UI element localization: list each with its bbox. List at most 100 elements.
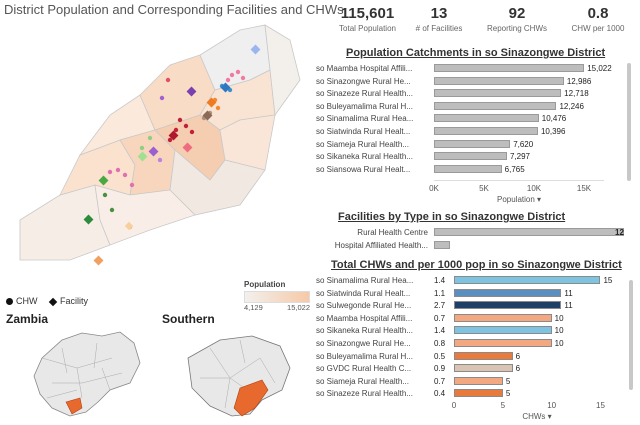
facility-bar[interactable]	[434, 228, 624, 236]
bar-label: so Siameja Rural Health...	[316, 376, 409, 386]
catchment-region[interactable]	[219, 114, 276, 171]
kpi-label: # of Facilities	[415, 24, 463, 33]
population-bar[interactable]	[434, 152, 507, 161]
bar-row[interactable]: so Maamba Hospital Affili... 15,022	[316, 63, 622, 74]
x-tick-label: 10K	[526, 184, 542, 194]
chw-point[interactable]	[215, 105, 221, 111]
chw-point[interactable]	[115, 167, 121, 173]
bar-row[interactable]: so Siatwinda Rural Healt... 1.1 11	[316, 288, 622, 299]
chw-point[interactable]	[229, 72, 235, 78]
population-scrollbar[interactable]	[627, 63, 631, 181]
catchment-region[interactable]	[264, 24, 301, 117]
chw-point[interactable]	[102, 192, 108, 198]
facility-marker[interactable]	[182, 142, 193, 153]
chw-bar[interactable]	[454, 276, 601, 284]
bar-row[interactable]: so Buleyamalima Rural H... 12,246	[316, 101, 622, 112]
zambia-mini-map[interactable]	[22, 328, 152, 420]
highlighted-district[interactable]	[233, 379, 269, 417]
chw-point[interactable]	[107, 169, 113, 175]
bar-row[interactable]: so Sinamalima Rural Hea... 1.4 15	[316, 275, 622, 286]
bar-row[interactable]: so Sinazeze Rural Health... 12,718	[316, 88, 622, 99]
legend-facility[interactable]: Facility	[48, 296, 88, 306]
chw-bar[interactable]	[454, 339, 552, 347]
bar-row[interactable]: so Sinazongwe Rural He... 0.8 10	[316, 338, 622, 349]
chw-bar[interactable]	[454, 288, 562, 297]
chw-point[interactable]	[177, 117, 183, 123]
facility-marker[interactable]	[98, 175, 109, 186]
kpi-label: Reporting CHWs	[486, 24, 547, 33]
chw-point[interactable]	[109, 207, 115, 213]
population-chart[interactable]: so Maamba Hospital Affili... 15,022 so Sin…	[316, 63, 622, 204]
x-axis-title: CHWs ▾	[522, 412, 552, 421]
chw-point[interactable]	[189, 129, 195, 135]
bar-row[interactable]: so Sinazongwe Rural He... 12,986	[316, 76, 622, 87]
bar-row[interactable]: so Buleyamalima Rural H... 0.5 6	[316, 351, 622, 362]
bar-label: Hospital Affiliated Health...	[334, 241, 428, 250]
population-bar[interactable]	[434, 127, 538, 135]
bar-row[interactable]: so Sulwegonde Rural He... 2.7 11	[316, 300, 622, 311]
chw-bar[interactable]	[454, 364, 513, 373]
chw-point[interactable]	[147, 135, 153, 141]
chw-point[interactable]	[157, 157, 163, 163]
chw-point[interactable]	[129, 182, 135, 188]
facility-marker[interactable]	[220, 82, 231, 93]
bar-row[interactable]: so Siameja Rural Health... 0.7 5	[316, 376, 622, 387]
highlighted-province[interactable]	[65, 397, 83, 415]
chw-bar[interactable]	[454, 389, 503, 398]
population-bar[interactable]	[434, 164, 502, 173]
bar-row[interactable]: so Sinazeze Rural Health... 0.4 5	[316, 388, 622, 399]
population-bar[interactable]	[434, 64, 585, 72]
facility-marker[interactable]	[83, 214, 94, 225]
chw-point[interactable]	[167, 137, 173, 143]
facility-marker[interactable]	[148, 146, 159, 157]
bar-row[interactable]: so Maamba Hospital Affili... 0.7 10	[316, 313, 622, 324]
population-bar[interactable]	[434, 139, 511, 148]
bar-row[interactable]: so Sinamalima Rural Hea... 10,476	[316, 113, 622, 124]
chw-point[interactable]	[240, 75, 246, 81]
bar-value: 12,718	[564, 89, 589, 99]
facility-chart[interactable]: Rural Health Centre 12 Hospital Affiliated…	[316, 227, 636, 255]
bar-value: 5	[505, 376, 511, 386]
chw-point[interactable]	[139, 145, 145, 151]
bar-row[interactable]: so Siatwinda Rural Healt... 10,396	[316, 126, 622, 137]
facility-marker[interactable]	[202, 110, 213, 121]
southern-mini-map[interactable]	[170, 328, 300, 420]
legend-chw[interactable]: CHW	[6, 296, 38, 306]
chw-bar[interactable]	[454, 351, 513, 360]
bar-row[interactable]: Rural Health Centre 12	[316, 227, 636, 238]
bar-row[interactable]: so Siansowa Rural Healt... 6,765	[316, 164, 622, 175]
bar-row[interactable]: so Sikaneka Rural Health... 7,297	[316, 151, 622, 162]
chw-chart[interactable]: so Sinamalima Rural Hea... 1.4 15 so Siatwi…	[316, 275, 622, 421]
chw-bar[interactable]	[454, 326, 552, 335]
bar-row[interactable]: so GVDC Rural Health C... 0.9 6	[316, 363, 622, 374]
population-bar[interactable]	[434, 76, 564, 85]
chw-bar[interactable]	[454, 301, 562, 310]
population-bar[interactable]	[434, 114, 539, 123]
facility-bar[interactable]	[434, 241, 450, 249]
population-bar[interactable]	[434, 89, 562, 98]
bar-row[interactable]: Hospital Affiliated Health...	[316, 240, 636, 251]
population-legend: Population 4,129 15,022	[244, 280, 310, 313]
facility-marker[interactable]	[206, 97, 217, 108]
facility-marker[interactable]	[93, 255, 104, 266]
district-map[interactable]	[0, 20, 310, 270]
facility-marker[interactable]	[137, 151, 148, 162]
chw-point[interactable]	[165, 77, 171, 83]
chw-point[interactable]	[183, 123, 189, 129]
bar-row[interactable]: so Siameja Rural Health... 7,620	[316, 139, 622, 150]
catchment-region[interactable]	[94, 184, 196, 246]
chw-point[interactable]	[225, 77, 231, 83]
facility-marker[interactable]	[186, 86, 197, 97]
bar-value: 7,297	[509, 152, 530, 162]
facility-marker[interactable]	[124, 221, 134, 231]
chw-point[interactable]	[173, 127, 179, 133]
chw-point[interactable]	[159, 95, 165, 101]
chw-bar[interactable]	[454, 313, 552, 322]
chw-point[interactable]	[235, 69, 241, 75]
population-bar[interactable]	[434, 101, 557, 110]
chw-bar[interactable]	[454, 376, 503, 385]
facility-marker[interactable]	[168, 130, 179, 141]
bar-row[interactable]: so Sikaneka Rural Health... 1.4 10	[316, 325, 622, 336]
chw-scrollbar[interactable]	[629, 280, 633, 390]
chw-point[interactable]	[122, 172, 128, 178]
